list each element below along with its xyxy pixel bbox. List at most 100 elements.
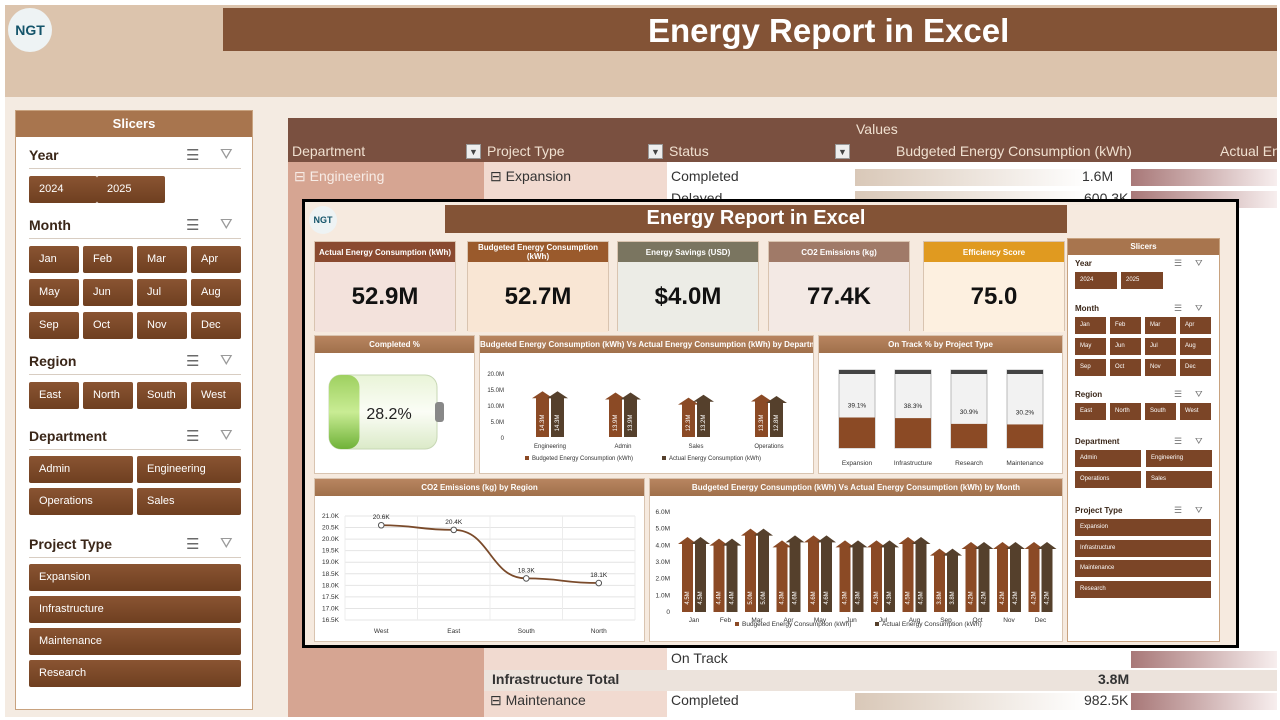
multi-select-icon[interactable]: ☰ xyxy=(1174,505,1183,515)
mini-slicer-option-sep[interactable]: Sep xyxy=(1075,359,1106,376)
clear-filter-icon[interactable]: ⛛ xyxy=(220,146,233,163)
slicer-option-jan[interactable]: Jan xyxy=(29,246,79,273)
mini-slicer-option-oct[interactable]: Oct xyxy=(1110,359,1141,376)
slicer-option-south[interactable]: South xyxy=(137,382,187,409)
multi-select-icon[interactable]: ☰ xyxy=(186,147,200,164)
pivot-row-budget: 1.6M xyxy=(1082,168,1114,184)
mini-slicer-option-jan[interactable]: Jan xyxy=(1075,317,1106,334)
clear-filter-icon[interactable]: ⛛ xyxy=(1195,303,1203,313)
mini-slicer-option-maintenance[interactable]: Maintenance xyxy=(1075,560,1211,577)
mini-slicer-option-jul[interactable]: Jul xyxy=(1145,338,1176,355)
bar-data-label: 4.3M xyxy=(887,591,893,604)
mini-slicer-option-east[interactable]: East xyxy=(1075,403,1106,420)
kpi-value: 52.9M xyxy=(315,262,455,332)
mini-slicer-option-west[interactable]: West xyxy=(1180,403,1211,420)
slicer-option-maintenance[interactable]: Maintenance xyxy=(29,628,241,655)
mini-slicer-option-infrastructure[interactable]: Infrastructure xyxy=(1075,539,1211,557)
multi-select-icon[interactable]: ☰ xyxy=(186,353,200,370)
month-bar xyxy=(930,548,949,612)
slicer-option-dec[interactable]: Dec xyxy=(191,312,241,339)
clear-filter-icon[interactable]: ⛛ xyxy=(220,352,233,369)
multi-select-icon[interactable]: ☰ xyxy=(1174,258,1183,268)
co2-point xyxy=(595,579,603,587)
pivot-row-department[interactable]: ⊟ Engineering xyxy=(294,168,385,184)
slicer-option-north[interactable]: North xyxy=(83,382,133,409)
slicer-option-west[interactable]: West xyxy=(191,382,241,409)
month-bar xyxy=(974,542,994,612)
mini-slicer-option-research[interactable]: Research xyxy=(1075,580,1211,598)
x-tick-label: South xyxy=(518,628,535,635)
clear-filter-icon[interactable]: ⛛ xyxy=(220,216,233,233)
status-filter-dropdown[interactable]: ▼ xyxy=(835,144,850,159)
mini-slicer-option-2025[interactable]: 2025 xyxy=(1121,272,1163,289)
x-tick-label: Oct xyxy=(972,617,982,624)
clear-filter-icon[interactable]: ⛛ xyxy=(1195,505,1203,515)
mini-slicer-option-may[interactable]: May xyxy=(1075,338,1106,355)
mini-slicer-option-feb[interactable]: Feb xyxy=(1110,317,1141,334)
mini-slicer-option-expansion[interactable]: Expansion xyxy=(1075,519,1211,536)
mini-slicer-option-2024[interactable]: 2024 xyxy=(1075,272,1117,289)
multi-select-icon[interactable]: ☰ xyxy=(186,217,200,234)
x-tick-label: West xyxy=(374,628,389,635)
multi-select-icon[interactable]: ☰ xyxy=(186,536,200,553)
pivot-row-project-type[interactable]: ⊟ Expansion xyxy=(490,168,572,184)
project-type-filter-dropdown[interactable]: ▼ xyxy=(648,144,663,159)
slicer-option-east[interactable]: East xyxy=(29,382,79,409)
mini-slicer-option-aug[interactable]: Aug xyxy=(1180,338,1211,355)
mini-slicer-option-admin[interactable]: Admin xyxy=(1075,450,1141,467)
dashboard-overlay: NGT Energy Report in Excel Actual Energy… xyxy=(302,199,1239,648)
mini-slicer-option-mar[interactable]: Mar xyxy=(1145,317,1176,334)
slicer-option-sales[interactable]: Sales xyxy=(137,488,241,515)
slicer-option-jul[interactable]: Jul xyxy=(137,279,187,306)
multi-select-icon[interactable]: ☰ xyxy=(1174,389,1183,399)
slicer-option-2024[interactable]: 2024 xyxy=(29,176,97,203)
slicer-option-sep[interactable]: Sep xyxy=(29,312,79,339)
slicer-option-oct[interactable]: Oct xyxy=(83,312,133,339)
mini-slicer-option-nov[interactable]: Nov xyxy=(1145,359,1176,376)
slicer-option-may[interactable]: May xyxy=(29,279,79,306)
mini-slicer-option-south[interactable]: South xyxy=(1145,403,1176,420)
mini-slicer-option-jun[interactable]: Jun xyxy=(1110,338,1141,355)
mini-slicer-option-operations[interactable]: Operations xyxy=(1075,471,1141,488)
slicer-option-jun[interactable]: Jun xyxy=(83,279,133,306)
department-bar xyxy=(678,397,699,437)
point-data-label: 20.4K xyxy=(445,519,463,526)
clear-filter-icon[interactable]: ⛛ xyxy=(220,427,233,444)
completed-card-title: Completed % xyxy=(315,336,474,353)
mini-slicer-option-sales[interactable]: Sales xyxy=(1146,471,1212,488)
mini-slicer-option-dec[interactable]: Dec xyxy=(1180,359,1211,376)
slicer-option-apr[interactable]: Apr xyxy=(191,246,241,273)
slicer-option-feb[interactable]: Feb xyxy=(83,246,133,273)
pivot-row-project-type[interactable]: ⊟ Maintenance xyxy=(490,692,586,708)
x-tick-label: Jul xyxy=(879,617,888,624)
slicer-option-mar[interactable]: Mar xyxy=(137,246,187,273)
slicer-option-2025[interactable]: 2025 xyxy=(97,176,165,203)
slicer-option-expansion[interactable]: Expansion xyxy=(29,564,241,591)
slicer-option-infrastructure[interactable]: Infrastructure xyxy=(29,596,241,623)
mini-slicer-option-apr[interactable]: Apr xyxy=(1180,317,1211,334)
clear-filter-icon[interactable]: ⛛ xyxy=(220,535,233,552)
mini-slicer-project-type-label: Project Type xyxy=(1075,506,1123,515)
slicer-option-research[interactable]: Research xyxy=(29,660,241,687)
pivot-project-type-value: Expansion xyxy=(505,168,572,184)
multi-select-icon[interactable]: ☰ xyxy=(186,428,200,445)
multi-select-icon[interactable]: ☰ xyxy=(1174,436,1183,446)
slicer-option-nov[interactable]: Nov xyxy=(137,312,187,339)
co2-chart-card: CO2 Emissions (kg) by Region 16.5K 17.0K 1… xyxy=(314,478,645,642)
clear-filter-icon[interactable]: ⛛ xyxy=(1195,436,1203,446)
clear-filter-icon[interactable]: ⛛ xyxy=(1195,389,1203,399)
slicer-option-operations[interactable]: Operations xyxy=(29,488,133,515)
clear-filter-icon[interactable]: ⛛ xyxy=(1195,258,1203,268)
slicer-option-aug[interactable]: Aug xyxy=(191,279,241,306)
mini-slicer-option-north[interactable]: North xyxy=(1110,403,1141,420)
slicer-option-admin[interactable]: Admin xyxy=(29,456,133,483)
multi-select-icon[interactable]: ☰ xyxy=(1174,303,1183,313)
mini-slicer-option-engineering[interactable]: Engineering xyxy=(1146,450,1212,467)
department-filter-dropdown[interactable]: ▼ xyxy=(466,144,481,159)
legend-entry: Budgeted Energy Consumption (kWh) xyxy=(532,456,633,462)
slicer-option-engineering[interactable]: Engineering xyxy=(137,456,241,483)
kpi-value: 77.4K xyxy=(769,262,909,332)
y-tick-label: 3.0M xyxy=(656,559,670,566)
department-bar-chart: 0 5.0M 10.0M 15.0M 20.0M 14.3M 14.3M Engineerin… xyxy=(487,372,787,462)
slicer-divider xyxy=(29,238,241,239)
